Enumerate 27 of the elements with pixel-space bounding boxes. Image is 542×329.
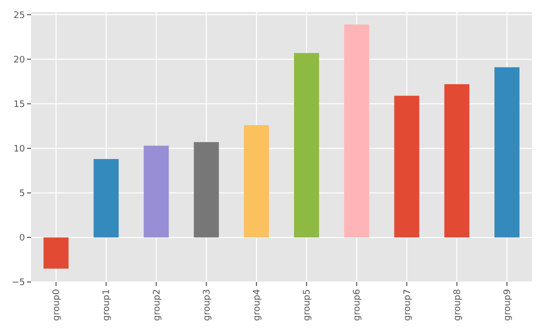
bar [194,142,219,238]
y-tick-label: 15 [14,100,25,110]
x-tick-label: group9 [502,288,513,321]
y-tick-label: 25 [14,10,25,21]
bar [444,84,470,238]
y-tick-label: 20 [14,55,26,66]
x-tick-label: group8 [452,288,463,321]
bar [344,24,370,238]
x-tick-label: group5 [302,289,313,321]
x-tick-label: group3 [202,289,212,321]
bar [94,159,119,238]
x-tick-label: group0 [52,288,62,321]
x-tick-label: group2 [152,289,162,321]
y-tick-label: 0 [19,234,26,244]
x-tick-label: group1 [102,289,112,321]
bar [494,67,520,238]
bar [144,146,169,238]
y-tick-label: 10 [14,144,26,154]
bar [44,237,69,269]
y-tick-label: 5 [19,189,25,200]
bar [294,52,320,238]
bar [244,125,269,238]
x-tick-label: group4 [252,288,262,321]
bar [394,96,420,238]
x-tick-label: group7 [402,289,413,321]
y-tick-label: −5 [12,278,25,288]
x-tick-label: group6 [352,288,363,321]
